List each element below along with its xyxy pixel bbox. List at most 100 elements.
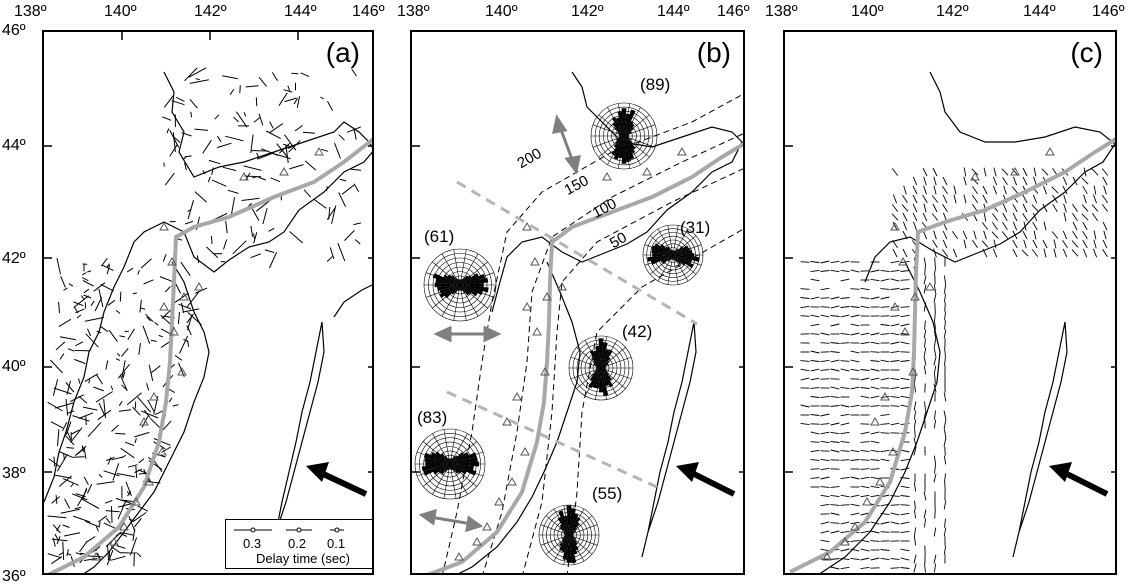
splitting-bar — [270, 122, 274, 129]
anisotropy-bar — [902, 205, 908, 212]
splitting-bar — [138, 397, 151, 412]
anisotropy-bar — [841, 307, 850, 308]
splitting-bar — [83, 264, 88, 265]
anisotropy-bar — [1103, 177, 1107, 185]
splitting-bar — [133, 407, 141, 415]
splitting-bar — [271, 178, 281, 182]
anisotropy-bar — [934, 366, 936, 375]
anisotropy-bar — [851, 387, 860, 389]
splitting-bar — [173, 405, 179, 407]
splitting-bar — [327, 186, 328, 191]
anisotropy-bar — [935, 312, 936, 321]
anisotropy-bar — [871, 352, 880, 353]
splitting-bar — [85, 521, 100, 527]
splitting-bar — [135, 438, 136, 443]
splitting-bar — [218, 136, 222, 142]
panel-c-map: (c) — [783, 30, 1117, 575]
anisotropy-bar — [924, 276, 926, 285]
rose-diagram-6 — [539, 505, 599, 565]
rose-count-5: (83) — [417, 408, 447, 428]
anisotropy-bar — [1044, 222, 1046, 231]
splitting-bar — [251, 226, 253, 237]
splitting-bar — [265, 250, 274, 253]
splitting-bar — [167, 129, 169, 134]
anisotropy-bar — [1102, 195, 1107, 202]
legend-value-0.1: 0.1 — [327, 536, 345, 551]
anisotropy-bar — [821, 495, 830, 496]
anisotropy-bar — [972, 178, 978, 185]
anisotropy-bar — [924, 519, 925, 528]
anisotropy-bar — [901, 271, 910, 272]
splitting-bar — [104, 471, 120, 476]
splitting-bar — [335, 143, 341, 159]
anisotropy-bar — [861, 477, 870, 478]
splitting-bar — [270, 252, 277, 268]
anisotropy-bar — [821, 333, 830, 335]
anisotropy-bar — [924, 258, 926, 267]
splitting-bar — [67, 448, 74, 449]
anisotropy-bar — [1003, 177, 1008, 185]
anisotropy-bar — [1043, 240, 1047, 248]
splitting-bar — [121, 448, 135, 458]
anisotropy-bar — [893, 195, 896, 203]
panel-a-map: (a) 0.3 0.2 0.1 Delay time (sec) — [42, 30, 374, 575]
anisotropy-bar — [841, 423, 850, 425]
anisotropy-bar — [1013, 222, 1016, 230]
splitting-bar — [99, 522, 101, 527]
anisotropy-bar — [831, 316, 840, 317]
splitting-bar — [258, 177, 265, 180]
splitting-bar — [165, 173, 174, 185]
anisotropy-bar — [861, 333, 870, 335]
anisotropy-bar — [871, 541, 880, 542]
splitting-bar — [151, 340, 157, 341]
splitting-bar — [108, 300, 115, 305]
anisotropy-bar — [841, 477, 850, 478]
anisotropy-bar — [1092, 205, 1098, 212]
splitting-bar — [59, 302, 60, 313]
splitting-bar — [222, 76, 238, 79]
rose-count-1: (89) — [640, 75, 670, 95]
splitting-bar — [75, 342, 83, 346]
splitting-bar — [108, 457, 111, 464]
splitting-bar — [73, 516, 90, 522]
anisotropy-bar — [1084, 195, 1087, 204]
anisotropy-bar — [841, 333, 850, 334]
anisotropy-bar — [841, 405, 850, 407]
splitting-bar — [74, 296, 89, 308]
anisotropy-bar — [945, 303, 946, 312]
anisotropy-bar — [851, 450, 860, 451]
anisotropy-bar — [964, 177, 967, 186]
anisotropy-bar — [963, 231, 967, 239]
anisotropy-bar — [831, 567, 840, 569]
lon-tick-b-146: 146º — [717, 3, 750, 21]
anisotropy-bar — [944, 330, 946, 339]
anisotropy-bar — [1004, 186, 1007, 195]
anisotropy-bar — [811, 469, 820, 470]
anisotropy-bar — [901, 549, 910, 551]
splitting-bar — [106, 361, 108, 370]
anisotropy-bar — [943, 195, 947, 203]
anisotropy-bar — [1073, 222, 1077, 230]
splitting-bar — [181, 262, 190, 276]
splitting-bar — [82, 273, 86, 275]
anisotropy-bar — [871, 432, 880, 434]
anisotropy-bar — [871, 558, 880, 560]
anisotropy-bar — [831, 270, 840, 271]
trench-line-a — [44, 137, 374, 575]
anisotropy-bar — [871, 396, 880, 398]
lon-tick-a-142: 142º — [194, 3, 227, 21]
splitting-bar — [266, 131, 281, 139]
anisotropy-bar — [943, 240, 947, 248]
splitting-bar — [55, 403, 73, 408]
anisotropy-bar — [821, 432, 830, 434]
anisotropy-bar — [811, 361, 820, 362]
anisotropy-bar — [841, 451, 850, 452]
anisotropy-bar — [851, 270, 860, 272]
splitting-bar — [122, 348, 129, 356]
station-triangle — [508, 478, 516, 485]
splitting-bar — [54, 475, 72, 478]
anisotropy-bar — [1032, 249, 1037, 256]
anisotropy-bar — [901, 496, 910, 497]
anisotropy-bar — [1053, 204, 1058, 212]
anisotropy-bar — [904, 186, 907, 195]
